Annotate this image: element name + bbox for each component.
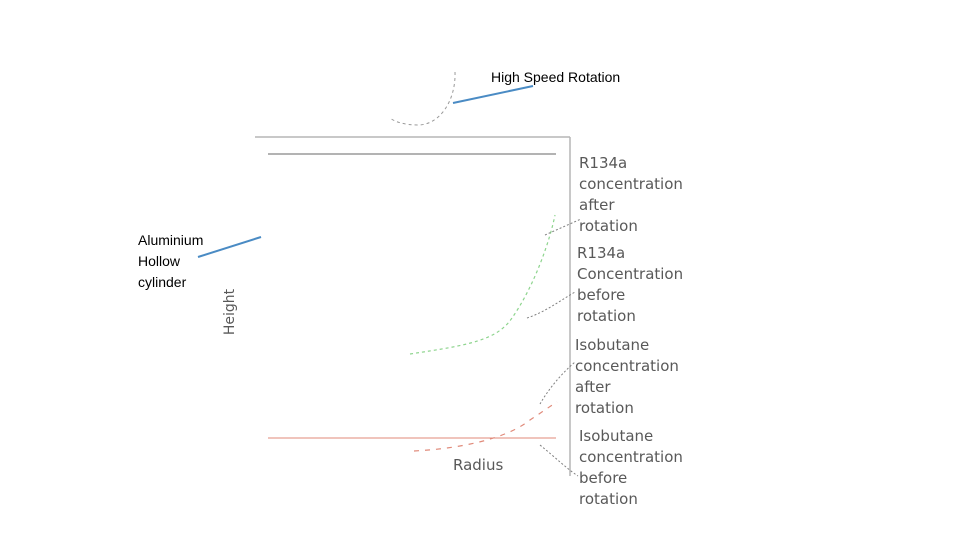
isobutane-after-label: Isobutane concentration after rotation — [575, 336, 679, 417]
r134a-after-label: R134a concentration after rotation — [579, 154, 683, 235]
r134a-before-label: R134a Concentration before rotation — [577, 244, 684, 325]
rotation-callout-line — [452, 85, 534, 104]
leader-r134a-before — [526, 291, 576, 319]
isobutane-after-curve — [413, 401, 558, 452]
isobutane-before-label: Isobutane concentration before rotation — [579, 427, 683, 508]
r134a-after-curve — [409, 214, 556, 355]
leader-isobutane-before — [539, 444, 579, 477]
radius-axis-label: Radius — [453, 456, 504, 474]
rotation-label: High Speed Rotation — [491, 69, 621, 85]
cylinder-label: Aluminium Hollow cylinder — [138, 232, 204, 290]
leader-isobutane-after — [539, 361, 576, 405]
leader-r134a-after — [544, 218, 582, 236]
height-axis-label: Height — [222, 288, 238, 336]
rotation-arc — [389, 71, 456, 126]
cylinder-callout-line — [197, 236, 262, 258]
